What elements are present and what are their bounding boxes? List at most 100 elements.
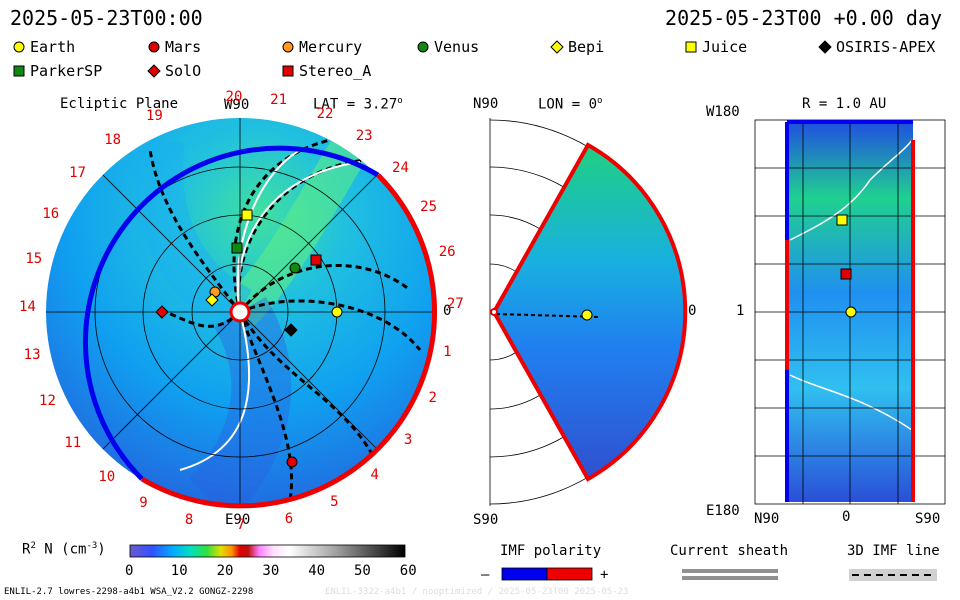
colorbar-tick: 60: [399, 563, 417, 579]
legend-label: Bepi: [568, 38, 605, 56]
sheath-title: Current sheath: [670, 543, 789, 559]
current-sheath-sample: [682, 569, 778, 580]
datetime-title: 2025-05-23T00:00: [10, 6, 203, 30]
carrington-label: 9: [139, 495, 148, 512]
marker-juice: [241, 209, 253, 221]
marker-earth: [581, 309, 593, 321]
carrington-label: 19: [145, 107, 163, 124]
carrington-label: 1: [443, 343, 452, 360]
carrington-label: 26: [438, 244, 456, 260]
ecliptic-lat: LAT = 3.27o: [313, 96, 403, 113]
carrington-label: 22: [316, 106, 334, 122]
radial-mid-left: 1: [736, 303, 745, 319]
footer-right: ENLIL-3322-a4b1 / nooptimized / 2025-05-…: [325, 587, 629, 597]
carrington-label: 18: [104, 132, 122, 149]
legend-label: Mars: [165, 38, 202, 56]
colorbar: [129, 544, 406, 558]
colorbar-tick: 50: [354, 563, 371, 579]
legend-bepi-icon: [550, 40, 564, 54]
legend-mars-icon: [148, 41, 160, 53]
colorbar-tick: 20: [216, 563, 234, 579]
radial-bottom-s: S90: [915, 511, 941, 527]
legend-label: Stereo_A: [299, 62, 372, 80]
carrington-label: 15: [25, 251, 43, 268]
radial-title: R = 1.0 AU: [802, 96, 887, 112]
carrington-label: 4: [370, 466, 379, 483]
marker-osiris-apex: [284, 323, 298, 337]
carrington-label: 7: [236, 516, 246, 533]
meridional-n: N90: [473, 96, 499, 112]
legend-solo-icon: [147, 64, 161, 78]
marker-bepi: [205, 293, 219, 307]
imf-minus: –: [481, 567, 490, 583]
marker-parkersp: [231, 242, 243, 254]
radial-top-left: W180: [706, 104, 740, 120]
legend-label: Earth: [30, 38, 76, 56]
legend-juice-icon: [685, 41, 697, 53]
carrington-label: 2: [428, 390, 437, 407]
radial-bottom-zero: 0: [842, 509, 851, 525]
marker-earth: [331, 306, 343, 318]
carrington-label: 21: [270, 92, 288, 109]
marker-earth: [845, 306, 857, 318]
carrington-label: 5: [330, 493, 339, 510]
meridional-s: S90: [473, 512, 499, 528]
colorbar-tick: 10: [170, 563, 188, 579]
colorbar-tick: 30: [262, 563, 280, 579]
meridional-right: 0: [688, 303, 697, 319]
carrington-label: 23: [355, 127, 373, 144]
carrington-label: 6: [284, 510, 294, 527]
legend-label: Venus: [434, 38, 480, 56]
imf-title: IMF polarity: [500, 543, 602, 559]
legend-label: ParkerSP: [30, 62, 103, 80]
legend-label: Juice: [702, 38, 748, 56]
marker-venus: [289, 262, 301, 274]
colorbar-tick: 40: [308, 563, 326, 579]
legend-parkersp-icon: [13, 65, 25, 77]
carrington-label: 10: [98, 469, 116, 486]
radial-bottom-n: N90: [754, 511, 780, 527]
legend-venus-icon: [417, 41, 429, 53]
radial-bottom-left: E180: [706, 503, 740, 519]
ecliptic-right-label: 0: [443, 303, 452, 319]
carrington-label: 13: [23, 347, 41, 364]
carrington-label: 24: [392, 159, 409, 176]
carrington-label: 14: [19, 299, 36, 316]
colorbar-tick: 0: [125, 563, 134, 579]
carrington-label: 25: [420, 199, 438, 216]
carrington-label: 3: [403, 431, 413, 448]
meridional-lon: LON = 0o: [538, 96, 603, 113]
imf-negative-swatch: [501, 567, 548, 581]
imf-positive-swatch: [546, 567, 593, 581]
offset-title: 2025-05-23T00 +0.00 day: [665, 6, 942, 30]
ecliptic-top-label: W90: [224, 97, 250, 113]
legend-earth-icon: [13, 41, 25, 53]
carrington-label: 8: [184, 511, 194, 528]
imf3d-title: 3D IMF line: [847, 543, 940, 559]
legend-label: Mercury: [299, 38, 363, 56]
footer-left: ENLIL-2.7 lowres-2298-a4b1 WSA_V2.2 GONG…: [4, 587, 254, 597]
carrington-label: 11: [64, 434, 82, 451]
marker-stereo-a: [310, 254, 322, 266]
legend-mercury-icon: [282, 41, 294, 53]
carrington-label: 12: [39, 393, 56, 410]
carrington-label: 17: [69, 165, 86, 182]
ecliptic-title: Ecliptic Plane: [60, 96, 179, 112]
carrington-label: 20: [225, 89, 243, 106]
marker-solo: [155, 305, 169, 319]
legend-stereo-a-icon: [282, 65, 294, 77]
legend-label: OSIRIS-APEX: [836, 38, 936, 56]
carrington-label: 27: [446, 295, 464, 312]
ecliptic-panel: [46, 118, 437, 509]
ecliptic-bottom-label: E90: [225, 512, 251, 528]
marker-stereo-a: [840, 268, 852, 280]
legend-osiris-apex-icon: [818, 40, 832, 54]
legend-label: SolO: [165, 62, 202, 80]
marker-mars: [286, 456, 298, 468]
carrington-label: 16: [42, 205, 60, 222]
marker-juice: [836, 214, 848, 226]
colorbar-label: R2 N (cm-3): [22, 541, 106, 558]
imf3d-sample: [849, 569, 937, 581]
imf-plus: +: [600, 567, 609, 583]
